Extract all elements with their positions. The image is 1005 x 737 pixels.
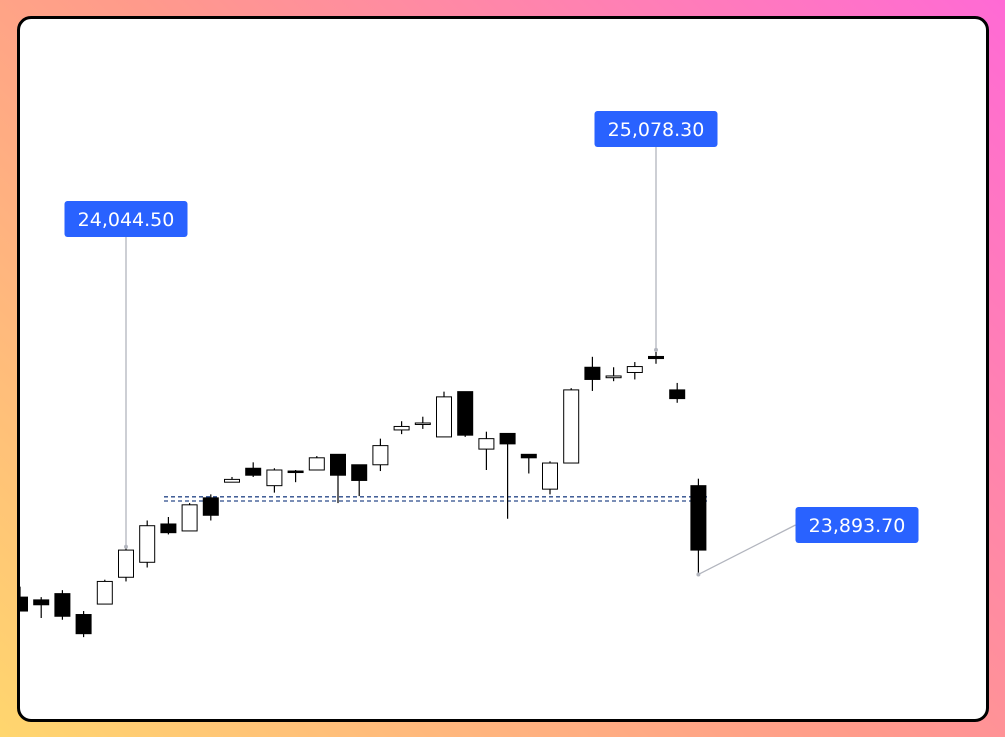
candle-bearish[interactable] (648, 351, 664, 364)
candle-body (266, 469, 283, 487)
candle-body (457, 391, 474, 436)
candle-bullish[interactable] (96, 579, 113, 605)
candle-bullish[interactable] (605, 367, 622, 382)
candle-bullish[interactable] (414, 416, 431, 429)
candle-bearish[interactable] (75, 611, 92, 638)
candle-body (118, 549, 134, 578)
candle-bullish[interactable] (308, 456, 325, 471)
candle-body (563, 389, 580, 464)
candle-bearish[interactable] (584, 356, 601, 391)
candle-bullish[interactable] (224, 476, 240, 483)
callout-low-right[interactable]: 23,893.70 (696, 507, 919, 577)
callout-box (64, 201, 188, 237)
candle-bearish[interactable] (54, 590, 71, 620)
candle-bearish[interactable] (690, 478, 707, 573)
candle-bullish[interactable] (118, 546, 134, 582)
candle-body (75, 614, 92, 635)
candle-body (626, 366, 643, 373)
candle-bearish[interactable] (245, 462, 262, 477)
callout-anchor-dot (696, 572, 701, 577)
candle-body (308, 457, 325, 471)
candle-body (648, 355, 664, 360)
candle-bullish[interactable] (542, 461, 558, 495)
candle-bullish[interactable] (436, 391, 452, 438)
chart-panel: 24,044.50 25,078.30 23,893.70 (17, 16, 989, 722)
candle-body (542, 462, 558, 490)
candle-body (54, 593, 71, 617)
candle-body (224, 478, 240, 483)
candle-bearish[interactable] (351, 464, 368, 497)
callout-price-label: 23,893.70 (809, 515, 906, 537)
candle-body (351, 464, 368, 481)
callout-anchor-dot (124, 544, 128, 549)
candle-body (181, 504, 198, 532)
candle-bearish[interactable] (330, 453, 346, 504)
candle-body (414, 422, 431, 425)
candle-body (160, 523, 177, 534)
candle-bearish[interactable] (287, 469, 304, 483)
callout-box (795, 507, 919, 543)
candle-bullish[interactable] (563, 388, 580, 464)
candle-body (33, 599, 50, 606)
candle-body (436, 396, 452, 438)
candlestick-chart[interactable]: 24,044.50 25,078.30 23,893.70 (20, 19, 986, 719)
candle-bullish[interactable] (393, 421, 410, 435)
candle-bullish[interactable] (266, 468, 283, 493)
candle-bearish[interactable] (33, 597, 50, 619)
candle-body (669, 389, 686, 400)
candle-bullish[interactable] (372, 438, 389, 472)
price-level-lines (164, 496, 708, 502)
candles (20, 351, 707, 638)
callout-leader-line (698, 524, 796, 576)
callout-low-left[interactable]: 24,044.50 (64, 201, 188, 549)
candle-bearish[interactable] (669, 382, 686, 403)
candle-body (330, 453, 346, 476)
candle-body (478, 438, 495, 450)
candle-body (372, 445, 389, 466)
callout-anchor-dot (654, 347, 658, 352)
price-callouts: 24,044.50 25,078.30 23,893.70 (64, 111, 919, 577)
candle-body (520, 453, 537, 459)
candle-bearish[interactable] (520, 453, 537, 474)
candle-body (690, 485, 707, 551)
candle-body (96, 580, 113, 605)
candle-body (202, 497, 219, 516)
candle-bearish[interactable] (160, 517, 177, 535)
candle-bullish[interactable] (626, 362, 643, 380)
candle-bearish[interactable] (202, 494, 219, 521)
candle-body (605, 375, 622, 379)
candle-bearish[interactable] (499, 432, 516, 519)
candle-body (393, 425, 410, 431)
candle-body (499, 432, 516, 445)
callout-price-label: 25,078.30 (608, 119, 705, 141)
callout-high[interactable]: 25,078.30 (594, 111, 718, 352)
candle-body (139, 525, 156, 563)
candle-body (287, 470, 304, 474)
candle-bearish[interactable] (20, 586, 28, 612)
candle-bearish[interactable] (457, 391, 474, 437)
candle-bullish[interactable] (181, 503, 198, 532)
candle-body (20, 596, 28, 612)
candle-bullish[interactable] (478, 431, 495, 470)
callout-price-label: 24,044.50 (78, 209, 175, 231)
candle-body (584, 366, 601, 380)
candle-bullish[interactable] (139, 520, 156, 568)
candle-body (245, 467, 262, 476)
callout-box (594, 111, 718, 147)
